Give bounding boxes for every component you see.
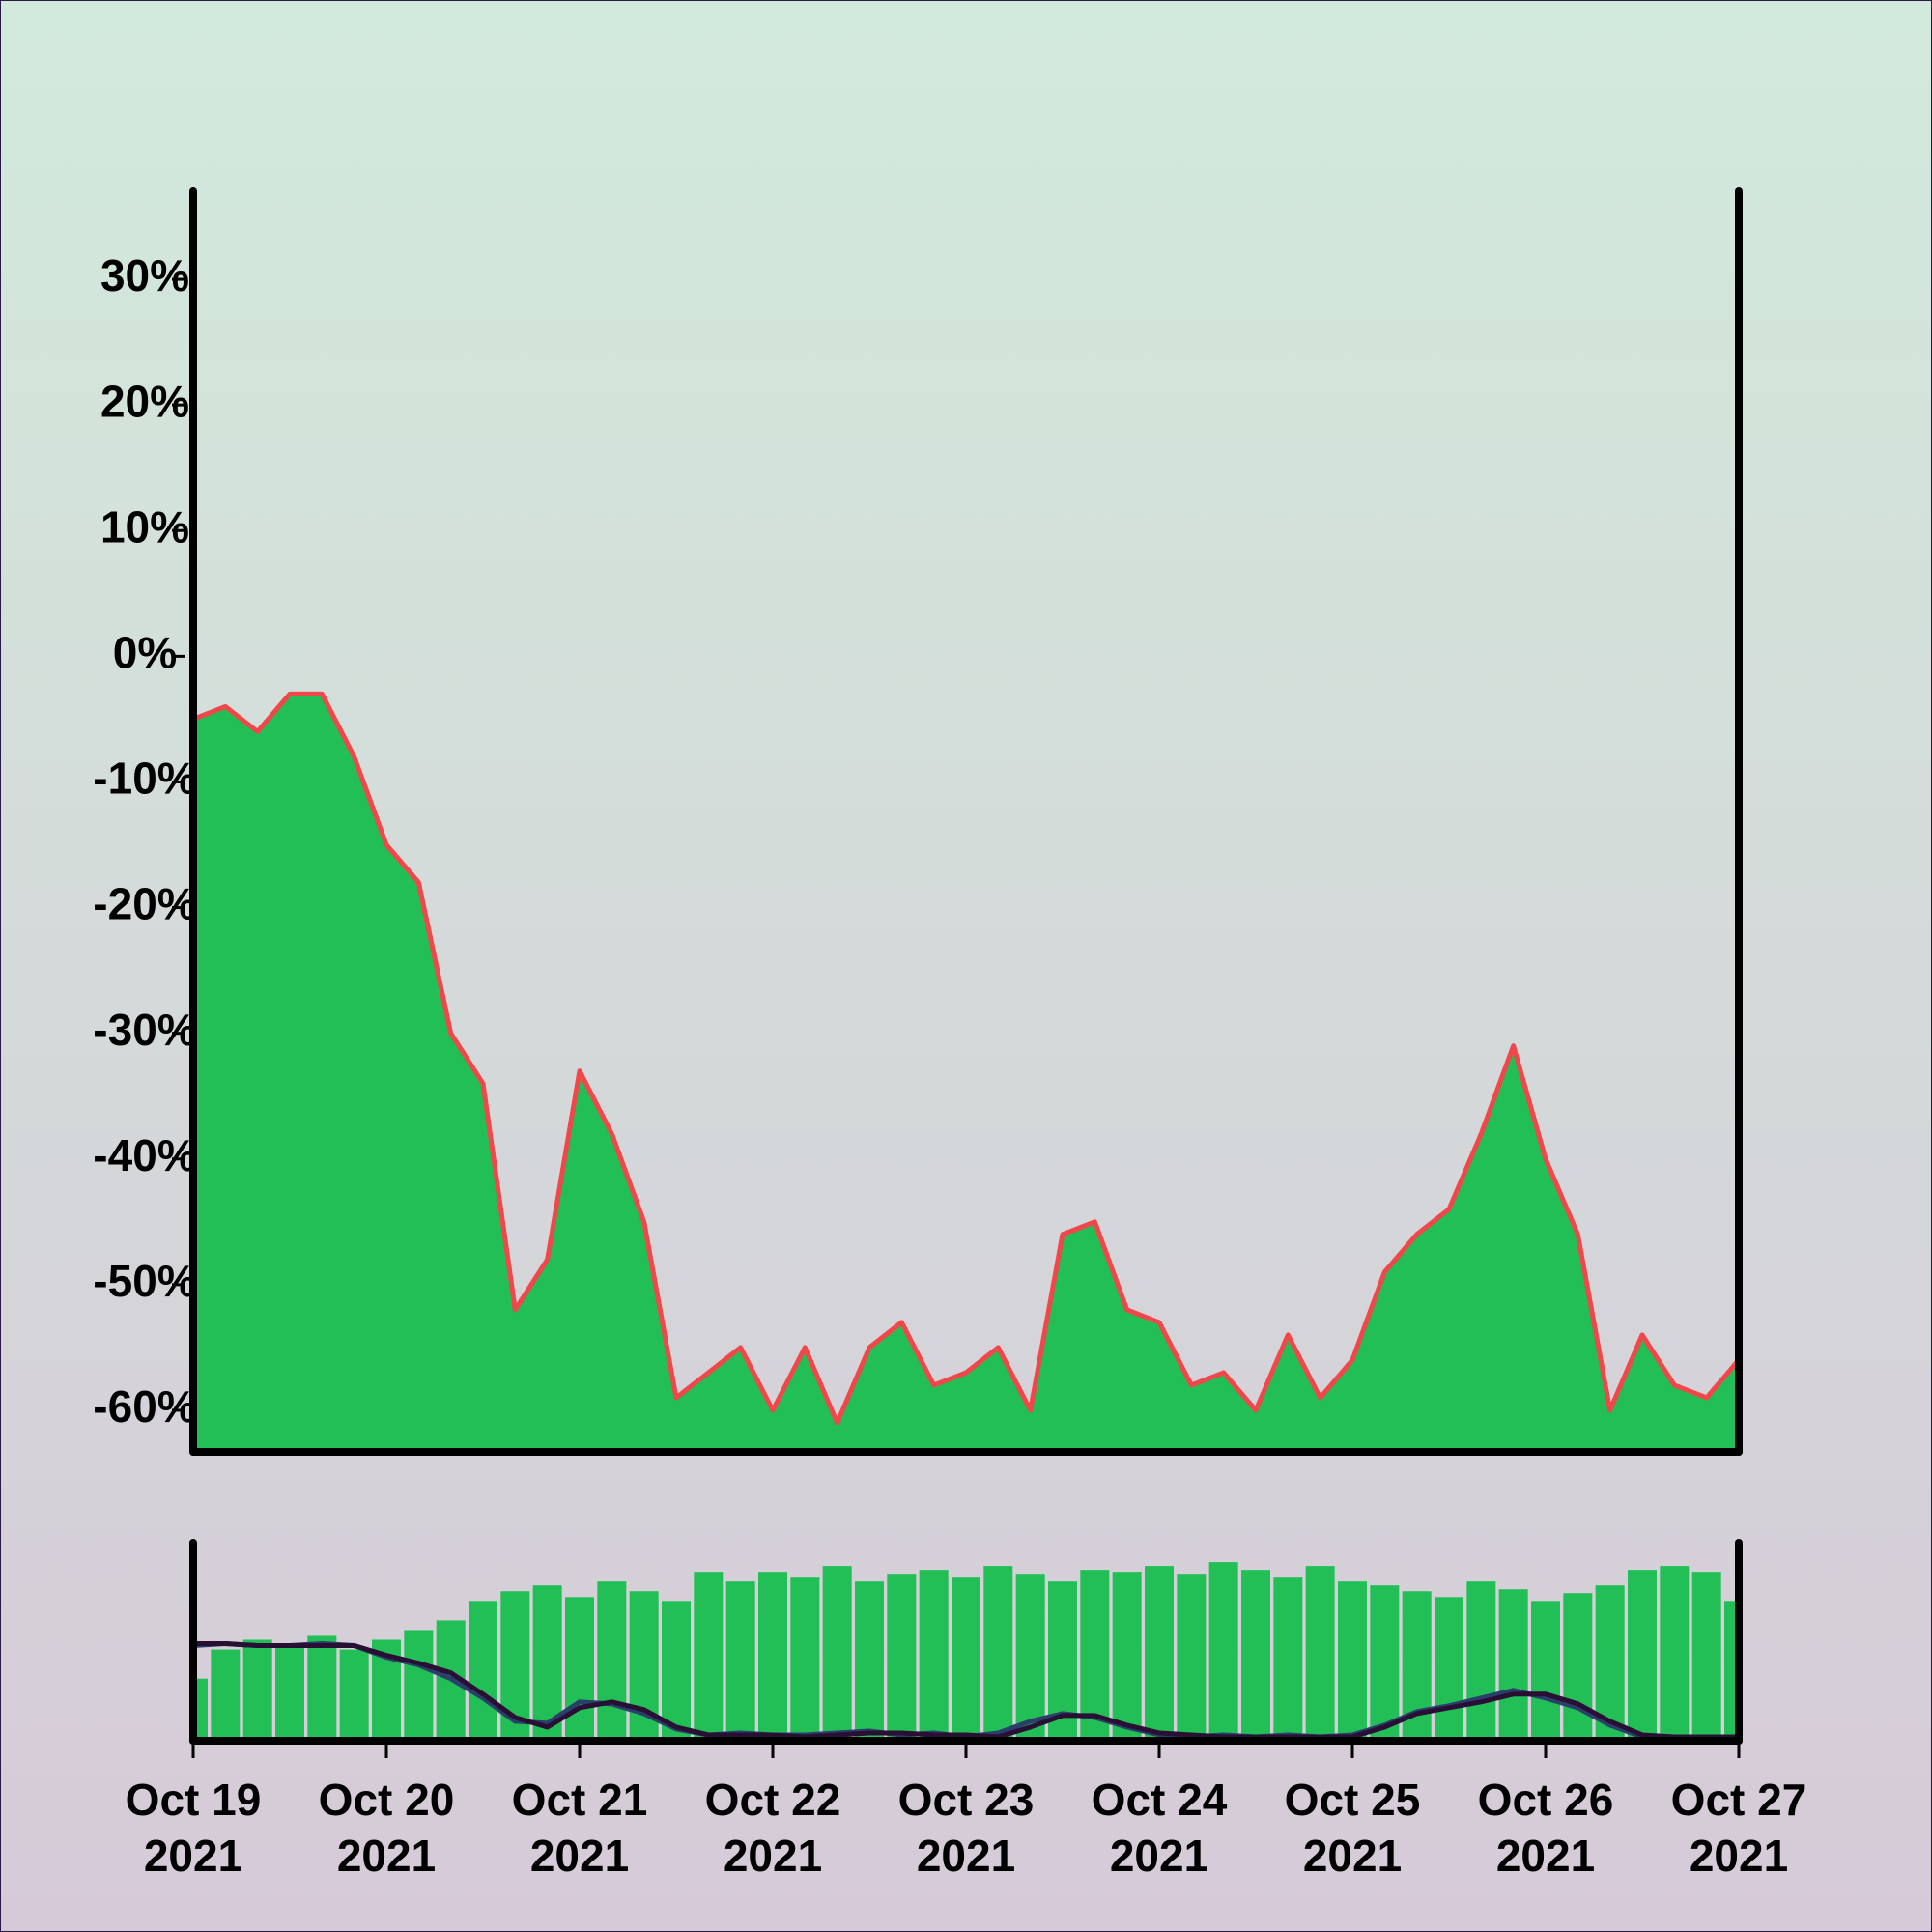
x-tick-label: Oct 21 2021 [511,1775,648,1881]
volume-bar [1080,1570,1110,1737]
volume-bar [1338,1581,1367,1737]
y-tick-label: -20% [93,879,196,929]
volume-bar [1691,1572,1721,1737]
volume-bar [790,1577,820,1737]
y-tick-label: -10% [93,753,196,804]
volume-bar [1370,1585,1400,1737]
volume-bar [1208,1562,1238,1737]
volume-bar [1273,1577,1303,1737]
volume-bar [822,1566,852,1737]
volume-bar [1145,1566,1174,1737]
volume-bar [339,1649,369,1737]
y-tick-label: 30% [100,250,189,300]
volume-bar [1466,1581,1496,1737]
volume-bar [1015,1574,1045,1737]
volume-bar [1628,1570,1657,1737]
volume-bar [242,1639,272,1737]
volume-bar [211,1649,241,1737]
x-tick-label: Oct 22 2021 [704,1775,841,1881]
x-tick-label: Oct 20 2021 [318,1775,455,1881]
line [193,1641,1739,1740]
x-tick-label: Oct 26 2021 [1477,1775,1614,1881]
volume-bar [307,1635,337,1737]
volume-bar [1595,1585,1625,1737]
volume-bar [887,1574,917,1737]
volume-bar [1531,1601,1560,1737]
y-tick-label: -40% [93,1130,196,1180]
volume-bar [725,1581,755,1737]
volume-bar [694,1572,724,1737]
area [193,694,1739,1448]
y-tick-label: -30% [93,1005,196,1055]
volume-bar [758,1572,787,1737]
volume-bar [1498,1589,1528,1737]
volume-bar [1305,1566,1335,1737]
volume-bar [952,1577,980,1737]
x-tick-label: Oct 24 2021 [1091,1775,1228,1881]
volume-bar [662,1601,691,1737]
y-tick-label: 10% [100,501,189,552]
volume-bar [1177,1574,1207,1737]
volume-bar [1660,1566,1690,1737]
volume-bar [983,1566,1013,1737]
y-tick-label: 0% [113,628,177,678]
volume-bar [855,1581,884,1737]
volume-bar [1112,1572,1142,1737]
volume-bar [1241,1570,1270,1737]
y-tick-label: -60% [93,1381,196,1432]
volume-bar [532,1585,562,1737]
x-tick-label: Oct 27 2021 [1670,1775,1807,1881]
volume-bar [469,1601,497,1737]
x-tick-label: Oct 25 2021 [1284,1775,1421,1881]
volume-bar [275,1643,304,1737]
line [192,691,1741,1426]
y-tick-label: -50% [93,1256,196,1306]
volume-bar [1435,1597,1463,1737]
volume-bar [1048,1581,1077,1737]
x-tick-label: Oct 19 2021 [125,1775,262,1881]
y-tick-label: 20% [100,376,189,426]
x-tick-label: Oct 23 2021 [897,1775,1035,1881]
volume-bar [919,1570,949,1737]
volume-bar [597,1581,627,1737]
volume-bar [404,1630,434,1737]
